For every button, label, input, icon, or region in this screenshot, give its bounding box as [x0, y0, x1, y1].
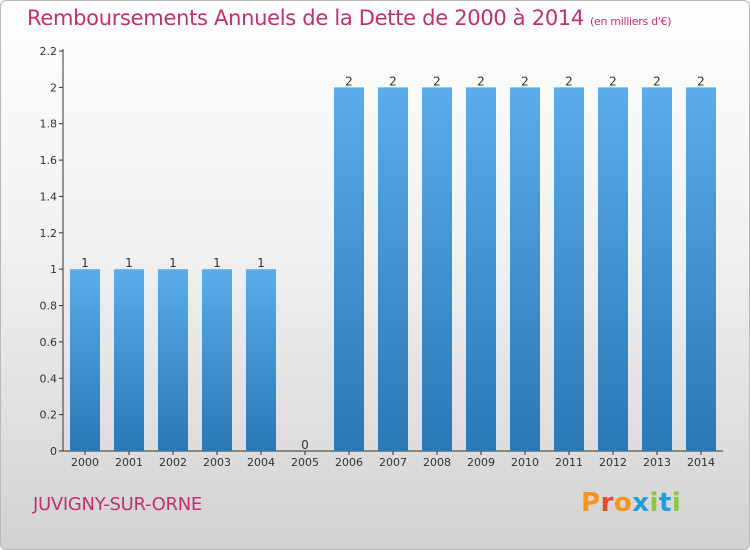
- bar: [114, 269, 144, 451]
- bar: [642, 87, 672, 451]
- x-tick-label: 2006: [335, 456, 363, 469]
- data-label: 2: [697, 74, 705, 88]
- data-label: 1: [257, 256, 265, 270]
- bar: [378, 87, 408, 451]
- data-label: 2: [565, 74, 573, 88]
- bar: [422, 87, 452, 451]
- y-tick-label: 0.4: [40, 372, 58, 385]
- bar: [158, 269, 188, 451]
- y-tick-label: 1.6: [40, 154, 58, 167]
- x-tick-label: 2011: [555, 456, 583, 469]
- bar: [334, 87, 364, 451]
- bar: [686, 87, 716, 451]
- y-tick-label: 0.8: [40, 300, 58, 313]
- y-tick-label: 0.6: [40, 336, 58, 349]
- x-tick-label: 2007: [379, 456, 407, 469]
- data-label: 0: [301, 438, 309, 452]
- y-tick-label: 2: [50, 81, 57, 94]
- data-label: 1: [81, 256, 89, 270]
- y-tick-label: 0.2: [40, 409, 58, 422]
- logo-letter: r: [600, 488, 614, 518]
- bar: [510, 87, 540, 451]
- x-tick-label: 2005: [291, 456, 319, 469]
- data-label: 2: [389, 74, 397, 88]
- y-tick-label: 1.2: [40, 227, 58, 240]
- y-tick-label: 1.8: [40, 118, 58, 131]
- commune-name: JUVIGNY-SUR-ORNE: [33, 494, 202, 515]
- y-tick-label: 2.2: [40, 45, 58, 58]
- x-tick-label: 2014: [687, 456, 715, 469]
- data-label: 2: [653, 74, 661, 88]
- y-tick-label: 1: [50, 263, 57, 276]
- data-label: 1: [213, 256, 221, 270]
- x-tick-label: 2009: [467, 456, 495, 469]
- data-label: 2: [345, 74, 353, 88]
- bar: [246, 269, 276, 451]
- proxiti-logo[interactable]: Proxiti: [581, 488, 681, 518]
- x-tick-label: 2002: [159, 456, 187, 469]
- bar: [598, 87, 628, 451]
- chart-title: Remboursements Annuels de la Dette de 20…: [27, 6, 671, 30]
- logo-letter: i: [649, 488, 659, 518]
- logo-letter: i: [671, 488, 682, 518]
- x-tick-label: 2008: [423, 456, 451, 469]
- data-label: 2: [521, 74, 529, 88]
- x-tick-label: 2003: [203, 456, 231, 469]
- logo-letter: o: [613, 488, 633, 518]
- data-label: 2: [433, 74, 441, 88]
- y-tick-label: 1.4: [40, 190, 58, 203]
- logo-letter: P: [581, 488, 601, 518]
- data-label: 2: [609, 74, 617, 88]
- x-tick-label: 2004: [247, 456, 275, 469]
- bar: [202, 269, 232, 451]
- data-label: 2: [477, 74, 485, 88]
- bar: [554, 87, 584, 451]
- data-label: 1: [125, 256, 133, 270]
- chart-title-text: Remboursements Annuels de la Dette de 20…: [27, 6, 584, 30]
- logo-letter: x: [632, 488, 650, 518]
- data-label: 1: [169, 256, 177, 270]
- x-tick-label: 2010: [511, 456, 539, 469]
- x-tick-label: 2012: [599, 456, 627, 469]
- unit-note: (en milliers d'€): [590, 15, 672, 28]
- bar: [70, 269, 100, 451]
- x-tick-label: 2001: [115, 456, 143, 469]
- y-tick-label: 0: [50, 445, 57, 458]
- x-tick-label: 2000: [71, 456, 99, 469]
- bar: [466, 87, 496, 451]
- logo-letter: t: [658, 488, 672, 518]
- x-tick-label: 2013: [643, 456, 671, 469]
